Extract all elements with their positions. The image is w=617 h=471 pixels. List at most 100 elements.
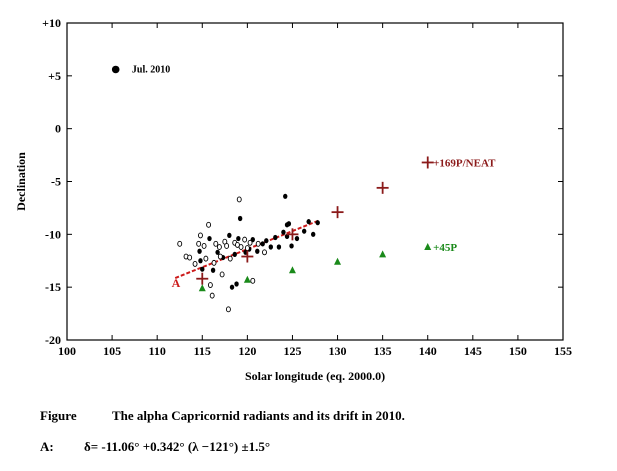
radiant-point-open [247, 239, 253, 246]
legend-label: Jul. 2010 [132, 64, 170, 75]
radiant-point-filled [264, 238, 269, 244]
data-marks [174, 156, 434, 313]
comet45p-point [379, 250, 387, 258]
radiant-point-open [217, 253, 223, 260]
radiant-point-open [206, 221, 212, 228]
radiant-point-open [177, 240, 183, 247]
radiant-point-filled [210, 267, 216, 273]
caption-label: Figure [40, 408, 77, 423]
radiant-point-open [262, 249, 267, 256]
radiant-point-filled [268, 244, 274, 250]
formula-text: δ= -11.06° +0.342° (λ −121°) ±1.5° [84, 439, 271, 454]
comet45p-point [424, 243, 432, 251]
y-axis-title: Declination [14, 152, 28, 211]
radiant-point-open [219, 271, 225, 278]
x-tick-label: 140 [419, 344, 437, 358]
x-tick-label: 145 [464, 344, 482, 358]
radiant-point-open [192, 260, 198, 267]
y-tick-label: +5 [48, 69, 61, 83]
x-tick-label: 155 [554, 344, 572, 358]
radiant-point-filled [286, 221, 292, 227]
fit-line-label: A [172, 276, 181, 290]
legend-marker [111, 65, 120, 74]
x-tick-label: 100 [58, 344, 76, 358]
radiant-point-filled [232, 251, 237, 258]
radiant-point-open [196, 240, 202, 247]
x-tick-label: 125 [283, 344, 301, 358]
x-axis: 100 105 110 115 120 125 130 135 140 145 150 155 Sola… [58, 23, 572, 383]
radiant-point-open [227, 255, 233, 262]
radiant-point-open [238, 244, 244, 250]
y-tick-label: -10 [45, 227, 61, 241]
x-tick-label: 115 [194, 344, 211, 358]
radiant-point-filled [260, 241, 265, 247]
radiant-point-open [244, 245, 250, 252]
radiant-point-filled [281, 229, 286, 235]
radiant-point-filled [197, 248, 202, 254]
y-tick-label: -15 [45, 280, 61, 294]
radiant-point-open [242, 236, 248, 243]
y-axis: +10 +5 0 -5 -10 -15 -20 Declination [14, 16, 563, 347]
radiant-point-filled [234, 281, 239, 287]
y-tick-label: -5 [51, 175, 61, 189]
neat-point [331, 206, 344, 219]
radiant-point-filled [273, 234, 278, 241]
radiant-point-filled [310, 231, 316, 237]
radiant-point-filled [289, 243, 294, 249]
radiant-point-open [255, 240, 261, 247]
radiant-point-filled [306, 219, 311, 225]
radiant-point-open [187, 254, 193, 261]
radiant-point-open [209, 292, 215, 299]
radiant-point-open [211, 259, 217, 266]
radiant-point-open [250, 277, 256, 284]
radiant-point-filled [255, 248, 260, 254]
neat-point [421, 156, 434, 169]
comet45p-point [198, 284, 206, 292]
radiant-point-filled [283, 193, 288, 199]
caption-text: The alpha Capricornid radiants and its d… [112, 408, 405, 423]
comet45p-point [334, 257, 342, 265]
y-tick-label: +10 [42, 16, 61, 30]
x-tick-label: 105 [103, 344, 121, 358]
radiant-point-filled [215, 249, 220, 255]
radiant-point-filled [198, 258, 203, 264]
neat-point [196, 272, 209, 285]
neat-label: +169P/NEAT [433, 157, 496, 169]
radiant-point-filled [227, 232, 232, 238]
radiant-point-open [203, 255, 209, 262]
x-tick-label: 130 [329, 344, 347, 358]
x-tick-label: 120 [238, 344, 256, 358]
x-tick-label: 135 [374, 344, 392, 358]
radiant-point-open [207, 282, 213, 289]
annotations: +169P/NEAT +45P A [172, 157, 496, 289]
neat-point [241, 250, 254, 263]
comet45p-label: +45P [433, 242, 457, 254]
radiant-point-filled [276, 244, 282, 250]
radiant-point-open [236, 196, 242, 203]
radiant-point-open [198, 232, 203, 239]
x-tick-label: 110 [149, 344, 166, 358]
x-axis-title: Solar longitude (eq. 2000.0) [245, 369, 385, 383]
y-tick-label: 0 [55, 122, 61, 136]
radiant-point-filled [237, 215, 243, 222]
radiant-point-filled [236, 235, 241, 242]
fit-line [174, 219, 320, 279]
radiant-point-filled [200, 266, 205, 272]
formula-label: A: [40, 439, 54, 454]
radiant-point-open [224, 243, 230, 249]
radiant-point-open [225, 306, 231, 313]
drift-formula: A: δ= -11.06° +0.342° (λ −121°) ±1.5° [40, 439, 600, 455]
radiant-point-filled [207, 235, 212, 242]
neat-point [286, 228, 299, 241]
radiant-point-filled [294, 235, 300, 242]
radiant-point-open [201, 243, 207, 249]
radiant-point-filled [301, 228, 307, 234]
radiant-point-open [216, 244, 222, 250]
neat-point [376, 181, 389, 194]
radiant-point-open [213, 240, 219, 247]
comet45p-point [288, 266, 296, 274]
radiant-point-filled [315, 220, 320, 226]
legend: Jul. 2010 [111, 64, 170, 75]
comet45p-point [243, 275, 251, 283]
chart: +10 +5 0 -5 -10 -15 -20 Declination 100 105 110 11… [14, 16, 572, 383]
